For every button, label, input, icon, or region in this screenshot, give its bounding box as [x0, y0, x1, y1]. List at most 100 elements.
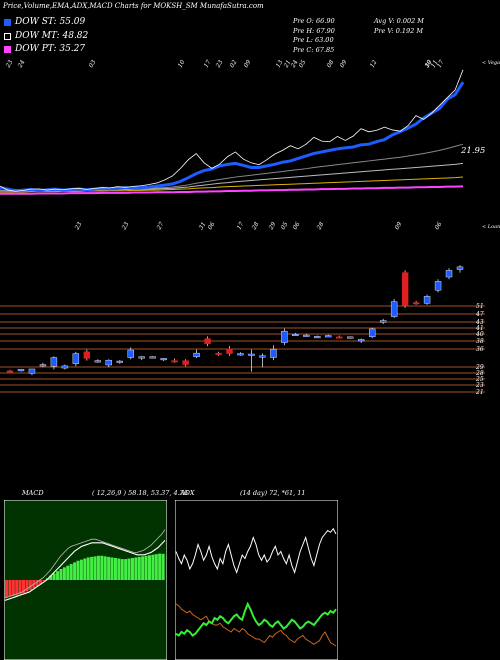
corner-label: < Loans	[482, 224, 500, 230]
candle-body	[325, 335, 332, 338]
macd-histogram-bar	[144, 555, 148, 580]
price-level-label: 29	[475, 364, 484, 371]
macd-histogram-bar	[62, 567, 66, 580]
macd-histogram-bar	[130, 558, 134, 580]
macd-histogram-bar	[110, 557, 114, 580]
macd-histogram-bar	[100, 555, 104, 580]
price-level-label: 40	[475, 331, 484, 338]
date-tick-label: 12	[369, 59, 379, 69]
candle-body	[401, 272, 409, 306]
candle-body	[368, 328, 376, 338]
macd-histogram-bar	[96, 555, 100, 580]
macd-histogram-bar	[42, 580, 46, 582]
candle-body	[281, 330, 288, 343]
macd-histogram-bar	[25, 580, 29, 592]
adx-line	[175, 527, 337, 575]
candle-body	[303, 334, 310, 337]
adx-background	[175, 500, 338, 660]
candle-body	[314, 336, 321, 339]
candle-body	[347, 336, 354, 339]
macd-histogram-bar	[161, 553, 165, 580]
info-high: Pre H: 67.90	[293, 26, 335, 35]
date-tick-label: 17	[436, 59, 446, 69]
price-level-label: 43	[475, 319, 484, 326]
price-level-label: 41	[475, 325, 484, 332]
candle-body	[215, 352, 222, 355]
candle-body	[61, 365, 69, 369]
macd-histogram-bar	[158, 553, 162, 580]
date-tick-label: 28	[250, 221, 260, 232]
date-tick-label: 23	[214, 59, 224, 70]
macd-histogram-bar	[59, 569, 63, 580]
macd-histogram-bar	[154, 554, 158, 580]
chart-title: Price,Volume,EMA,ADX,MACD Charts for MOK…	[3, 2, 264, 10]
date-tick-label: 23	[120, 221, 130, 232]
macd-histogram-bar	[93, 556, 97, 580]
legend-swatch-icon	[4, 32, 11, 40]
candle-body	[445, 270, 453, 278]
candle-body	[105, 359, 112, 366]
price-level-label: 28	[475, 370, 484, 377]
candle-body	[50, 357, 58, 367]
macd-histogram-bar	[11, 580, 15, 596]
macd-params: ( 12,26,9 ) 58.18, 53.37, 4.76	[92, 489, 189, 497]
macd-histogram-bar	[79, 559, 83, 580]
candle-body	[6, 370, 14, 373]
price-level-label: 47	[475, 311, 484, 318]
macd-histogram-bar	[86, 557, 90, 580]
macd-histogram-bar	[18, 580, 22, 595]
info-prev-volume: Pre V: 0.192 M	[374, 26, 424, 35]
candle-body	[149, 356, 156, 359]
candle-body	[226, 348, 233, 354]
adx-label: ADX	[180, 489, 195, 497]
date-tick-label: 28	[315, 221, 325, 232]
candle-body	[412, 302, 420, 305]
candle-body	[193, 352, 200, 357]
candle-body	[358, 339, 365, 342]
candle-body	[237, 353, 244, 356]
legend-label: DOW MT: 48.82	[15, 31, 89, 41]
candle-body	[138, 356, 145, 359]
date-tick-label: 03	[88, 59, 98, 69]
info-low: Pre L: 63.00	[293, 36, 334, 45]
legend-dow-pt: DOW PT: 35.27	[4, 44, 85, 54]
ema-line	[0, 176, 464, 193]
plus-di-line	[175, 601, 337, 637]
macd-histogram-bar	[83, 558, 87, 580]
candle-body	[160, 358, 167, 361]
dow-st-line	[0, 81, 465, 193]
date-tick-label: 02	[229, 59, 239, 69]
adx-params: (14 day) 72, *61, 11	[240, 489, 306, 497]
info-avg-volume: Avg V: 0.002 M	[374, 17, 424, 25]
macd-histogram-bar	[151, 554, 155, 580]
price-level-label: 36	[476, 346, 484, 353]
info-open: Pre O: 66.90	[293, 17, 335, 25]
candle-body	[204, 338, 211, 345]
date-tick-label: 27	[155, 221, 165, 232]
macd-histogram-bar	[141, 556, 145, 580]
date-tick-label: 06	[434, 221, 444, 231]
date-tick-label: 23	[4, 59, 14, 70]
date-tick-label: 29	[267, 221, 277, 232]
price-level-label: 21	[475, 389, 484, 396]
price-level-label: 51	[476, 303, 484, 310]
macd-line	[4, 529, 166, 599]
legend-swatch-icon	[4, 18, 11, 26]
date-tick-label: 10	[177, 59, 187, 69]
macd-histogram-bar	[5, 580, 9, 598]
macd-histogram-bar	[137, 556, 141, 580]
candle-body	[116, 360, 123, 363]
candle-body	[94, 360, 102, 363]
macd-histogram-bar	[117, 558, 121, 580]
macd-histogram-bar	[28, 580, 32, 590]
macd-panel	[4, 500, 167, 660]
candle-body	[171, 360, 178, 363]
adx-panel	[175, 500, 338, 660]
date-tick-label: 21	[282, 59, 292, 70]
date-tick-label: 06	[207, 221, 217, 231]
price-level-label: 23	[475, 382, 484, 389]
date-tick-label: 13	[275, 59, 285, 69]
candle-body	[336, 336, 343, 339]
date-tick-label: 05	[298, 59, 308, 69]
macd-histogram-bar	[124, 559, 128, 580]
